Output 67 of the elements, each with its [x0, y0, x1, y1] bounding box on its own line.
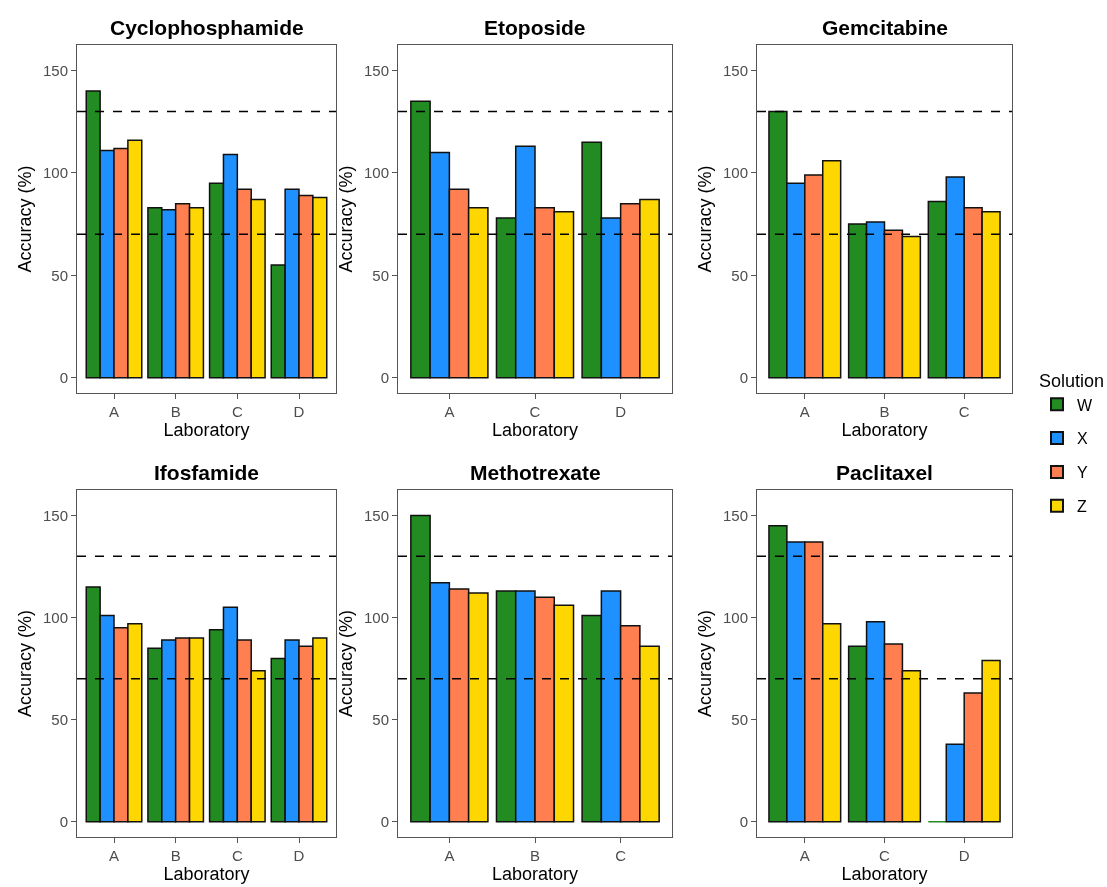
y-tick-label: 0: [59, 368, 68, 386]
x-tick-label: A: [799, 403, 810, 420]
y-tick-label: 100: [42, 164, 68, 182]
x-tick-label: A: [444, 403, 455, 420]
y-tick-label: 150: [363, 506, 389, 524]
x-tick-label: D: [958, 847, 970, 864]
y-tick-label: 150: [722, 61, 748, 79]
y-tick-label: 150: [363, 61, 389, 79]
x-tick-label: D: [293, 847, 305, 864]
y-axis-title: Accuracy (%): [15, 609, 36, 718]
x-tick-label: C: [615, 847, 627, 864]
y-tick-label: 100: [722, 164, 748, 182]
x-tick-label: B: [170, 403, 181, 420]
y-tick-label: 150: [42, 61, 68, 79]
x-axis-title: Laboratory: [491, 420, 579, 440]
y-tick-label: 50: [51, 710, 68, 728]
y-tick-label: 0: [380, 812, 389, 830]
y-tick-label: 0: [739, 368, 748, 386]
chart-title: Ifosfamide: [154, 461, 260, 484]
x-tick-label: C: [879, 847, 891, 864]
x-axis-title: Laboratory: [841, 864, 928, 884]
chart-title: Methotrexate: [470, 461, 601, 484]
x-axis-title: Laboratory: [163, 864, 250, 884]
y-tick-label: 150: [722, 506, 748, 524]
y-axis-title: Accuracy (%): [336, 165, 357, 273]
x-tick-label: B: [879, 403, 890, 420]
x-tick-label: C: [529, 403, 541, 420]
y-tick-label: 0: [380, 368, 389, 386]
chart-title: Etoposide: [484, 16, 586, 39]
legend-label: W: [1077, 396, 1093, 414]
x-tick-label: B: [170, 847, 181, 864]
y-tick-label: 0: [739, 812, 748, 830]
x-tick-label: B: [529, 847, 541, 864]
legend-label: Y: [1077, 464, 1088, 482]
y-tick-label: 0: [59, 812, 68, 830]
y-tick-label: 50: [731, 266, 748, 284]
y-axis-title: Accuracy (%): [15, 165, 36, 273]
x-axis-title: Laboratory: [841, 420, 928, 440]
y-axis-title: Accuracy (%): [336, 609, 357, 718]
y-tick-label: 150: [42, 506, 68, 524]
x-tick-label: A: [108, 847, 120, 864]
y-tick-label: 50: [372, 266, 389, 284]
y-axis-title: Accuracy (%): [695, 609, 716, 718]
x-tick-label: A: [799, 847, 810, 864]
legend-label: X: [1077, 430, 1088, 448]
x-tick-label: D: [293, 403, 305, 420]
x-axis-title: Laboratory: [163, 420, 250, 440]
x-tick-label: C: [231, 847, 243, 864]
y-tick-label: 50: [731, 710, 748, 728]
chart-title: Gemcitabine: [822, 16, 949, 39]
x-tick-label: C: [231, 403, 243, 420]
x-tick-label: C: [958, 403, 970, 420]
x-tick-label: A: [444, 847, 455, 864]
y-tick-label: 100: [363, 608, 389, 626]
x-tick-label: D: [615, 403, 627, 420]
x-tick-label: A: [108, 403, 120, 420]
y-axis-title: Accuracy (%): [695, 165, 716, 273]
x-axis-title: Laboratory: [491, 864, 579, 884]
legend-title: Solution: [1039, 371, 1105, 392]
y-tick-label: 50: [51, 266, 68, 284]
legend-label: Z: [1077, 497, 1087, 515]
y-tick-label: 50: [372, 710, 389, 728]
chart-title: Cyclophosphamide: [110, 16, 304, 39]
chart-title: Paclitaxel: [836, 461, 933, 484]
y-tick-label: 100: [42, 608, 68, 626]
y-tick-label: 100: [722, 608, 748, 626]
y-tick-label: 100: [363, 164, 389, 182]
